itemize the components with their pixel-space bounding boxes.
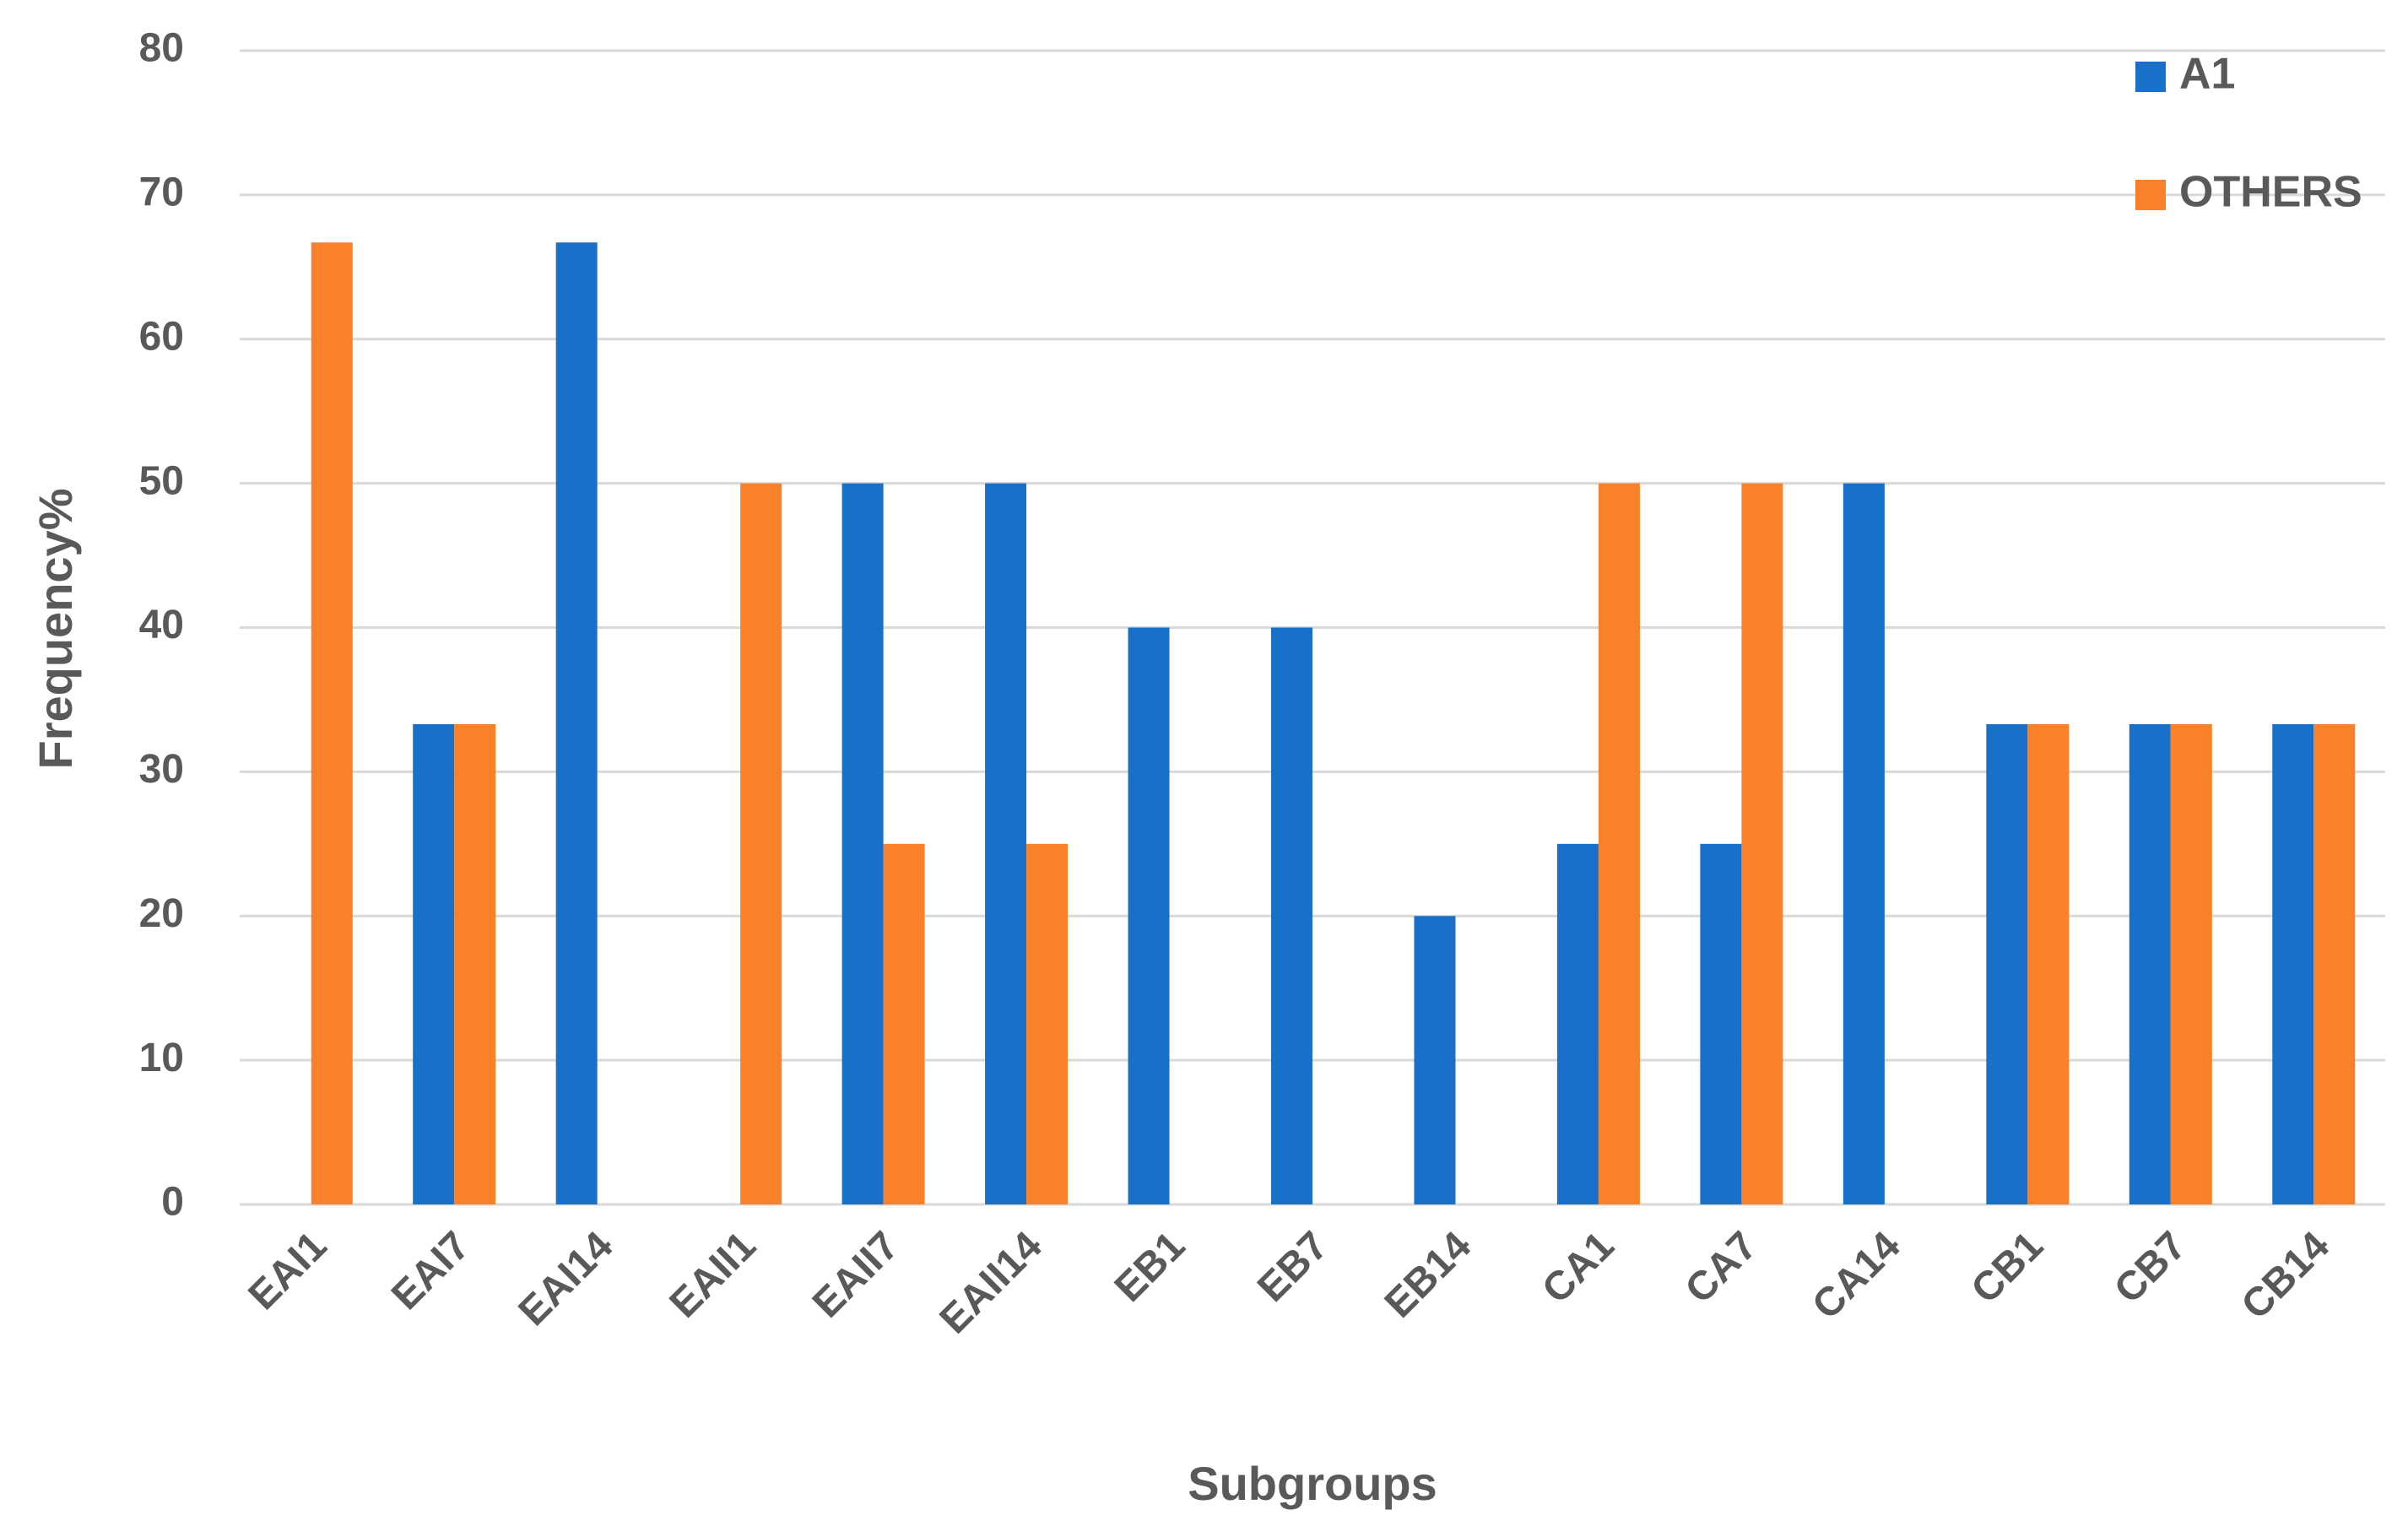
x-axis-title: Subgroups [1188,1457,1437,1510]
x-tick-label: EAII1 [662,1223,765,1326]
x-tick-label: EAI1 [241,1223,336,1318]
y-tick-label: 30 [139,747,184,792]
x-tick-label: EB7 [1249,1223,1337,1311]
y-tick-label: 70 [139,170,184,215]
bar [1414,916,1456,1204]
bar [311,242,353,1204]
bar [2272,723,2314,1204]
y-axis-title: Frequency% [29,489,82,770]
bar [413,723,455,1204]
x-tick-label: CB14 [2233,1223,2338,1328]
x-tick-label: EAI7 [383,1223,479,1318]
x-tick-label: CA1 [1534,1223,1622,1312]
bar [1700,843,1742,1204]
bar [2170,723,2212,1204]
x-tick-label: CA7 [1677,1223,1766,1312]
bar [2129,723,2171,1204]
y-tick-label: 20 [139,891,184,936]
bar [1271,627,1312,1204]
bar [883,843,925,1204]
y-tick-label: 80 [139,26,184,71]
y-tick-label: 40 [139,603,184,647]
bar [1026,843,1069,1204]
y-tick-label: 50 [139,458,184,503]
y-tick-label: 60 [139,314,184,359]
bar [454,723,496,1204]
x-tick-label: CA14 [1804,1223,1908,1328]
bar [740,483,782,1204]
legend-swatch [2135,62,2166,92]
bar [985,483,1027,1204]
x-tick-label: EB14 [1377,1223,1480,1327]
x-tick-label: EAII7 [804,1223,907,1326]
legend-label: OTHERS [2179,168,2362,217]
x-tick-label: EAII14 [932,1223,1051,1342]
legend-swatch [2135,180,2166,210]
y-tick-label: 0 [161,1180,184,1225]
bar [1598,483,1640,1204]
bar [841,483,884,1204]
bar [1741,483,1783,1204]
bar [1986,723,2028,1204]
y-tick-label: 10 [139,1036,184,1080]
bar [2027,723,2070,1204]
x-tick-label: CB7 [2106,1223,2194,1312]
legend-label: A1 [2179,50,2235,99]
bar [1843,483,1885,1204]
x-tick-label: EAI14 [511,1223,622,1334]
bar [1556,843,1599,1204]
bar [1128,627,1170,1204]
x-tick-label: EB1 [1107,1223,1194,1311]
bar [555,242,598,1204]
bar [2313,723,2356,1204]
x-tick-label: CB1 [1963,1223,2052,1312]
